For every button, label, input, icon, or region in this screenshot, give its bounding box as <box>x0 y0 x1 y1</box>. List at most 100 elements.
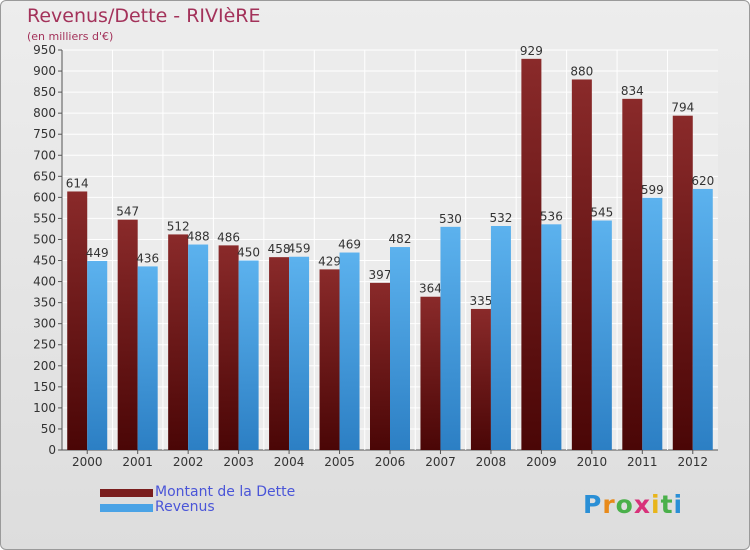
y-tick-label: 800 <box>33 106 56 120</box>
legend-swatch-debt <box>100 489 153 497</box>
bar-revenue <box>692 188 713 450</box>
logo-letter: P <box>583 490 603 519</box>
data-label-revenue: 459 <box>288 242 311 256</box>
y-tick-label: 500 <box>33 232 56 246</box>
bar-revenue <box>490 226 511 450</box>
y-tick-label: 550 <box>33 211 56 225</box>
logo-letter: x <box>633 490 651 519</box>
data-label-revenue: 620 <box>691 174 714 188</box>
y-tick-label: 300 <box>33 317 56 331</box>
x-tick-label: 2006 <box>375 455 406 469</box>
x-tick-label: 2009 <box>526 455 557 469</box>
chart-title: Revenus/Dette - RIVIèRE <box>27 5 261 27</box>
x-tick-label: 2002 <box>173 455 204 469</box>
bar-revenue <box>642 197 663 450</box>
bar-debt <box>319 269 340 450</box>
bar-debt <box>521 58 542 451</box>
bar-debt <box>420 296 441 450</box>
bar-revenue <box>188 244 209 450</box>
y-tick-label: 250 <box>33 338 56 352</box>
bar-revenue <box>390 247 410 450</box>
y-tick-label: 200 <box>33 359 56 373</box>
bar-debt <box>67 191 88 450</box>
data-label-revenue: 482 <box>389 232 412 246</box>
x-tick-label: 2000 <box>72 455 103 469</box>
data-label-revenue: 450 <box>237 246 260 260</box>
y-tick-label: 950 <box>33 43 56 57</box>
x-tick-label: 2001 <box>122 455 153 469</box>
data-label-debt: 429 <box>318 254 341 268</box>
proxiti-logo: Proxiti <box>583 490 683 519</box>
bar-debt <box>571 79 592 450</box>
y-tick-label: 450 <box>33 254 56 268</box>
bar-revenue <box>238 260 259 450</box>
y-tick-label: 700 <box>33 148 56 162</box>
y-tick-label: 850 <box>33 85 56 99</box>
legend-swatch-revenue <box>100 504 153 512</box>
bar-debt <box>622 98 643 450</box>
x-tick-label: 2005 <box>324 455 355 469</box>
data-label-debt: 512 <box>167 219 190 233</box>
x-tick-label: 2004 <box>274 455 305 469</box>
data-label-debt: 614 <box>66 176 89 190</box>
data-label-debt: 929 <box>520 44 543 58</box>
bar-debt <box>672 115 693 451</box>
bar-debt <box>269 257 290 450</box>
chart-subtitle: (en milliers d'€) <box>27 30 114 43</box>
y-tick-label: 750 <box>33 127 56 141</box>
bar-revenue <box>591 220 612 450</box>
bar-debt <box>218 245 239 450</box>
y-tick-label: 100 <box>33 401 56 415</box>
bar-revenue <box>87 260 108 450</box>
data-label-debt: 486 <box>217 230 240 244</box>
data-label-debt: 364 <box>419 282 442 296</box>
data-label-debt: 880 <box>570 64 593 78</box>
x-tick-label: 2008 <box>476 455 507 469</box>
x-tick-label: 2003 <box>223 455 254 469</box>
x-tick-label: 2010 <box>577 455 608 469</box>
y-tick-label: 400 <box>33 275 56 289</box>
data-label-revenue: 449 <box>86 246 109 260</box>
bar-revenue <box>289 256 310 450</box>
logo-letter: r <box>602 490 616 519</box>
y-tick-label: 150 <box>33 380 56 394</box>
bar-debt <box>470 308 491 450</box>
data-label-revenue: 536 <box>540 209 563 223</box>
y-tick-label: 600 <box>33 190 56 204</box>
x-tick-label: 2012 <box>677 455 708 469</box>
data-label-debt: 834 <box>621 84 644 98</box>
logo-letter: i <box>651 490 661 519</box>
y-tick-label: 650 <box>33 169 56 183</box>
legend-label-debt: Montant de la Dette <box>155 484 296 500</box>
logo-letter: o <box>615 490 634 519</box>
y-tick-label: 350 <box>33 296 56 310</box>
bar-revenue <box>541 224 562 450</box>
data-label-revenue: 469 <box>338 238 361 252</box>
logo-letter: i <box>673 490 684 519</box>
bar-revenue <box>137 266 158 450</box>
data-label-revenue: 599 <box>641 183 664 197</box>
data-label-revenue: 532 <box>489 211 512 225</box>
legend-label-revenue: Revenus <box>155 499 215 515</box>
bar-debt <box>370 282 390 450</box>
data-label-revenue: 530 <box>439 212 462 226</box>
bar-revenue <box>339 252 360 450</box>
logo-letter: t <box>660 490 674 519</box>
data-label-debt: 794 <box>671 101 694 115</box>
data-label-revenue: 488 <box>187 230 210 244</box>
data-label-revenue: 545 <box>590 206 613 220</box>
data-label-revenue: 436 <box>136 251 159 265</box>
data-label-debt: 547 <box>116 205 139 219</box>
x-tick-label: 2011 <box>627 455 658 469</box>
data-label-debt: 458 <box>268 242 291 256</box>
y-tick-label: 0 <box>48 443 56 457</box>
bar-debt <box>117 219 138 450</box>
data-label-debt: 397 <box>369 268 392 282</box>
y-tick-label: 900 <box>33 64 56 78</box>
x-tick-label: 2007 <box>425 455 456 469</box>
y-tick-label: 50 <box>41 422 56 436</box>
bar-debt <box>168 234 189 450</box>
bar-revenue <box>440 226 461 450</box>
data-label-debt: 335 <box>469 294 492 308</box>
